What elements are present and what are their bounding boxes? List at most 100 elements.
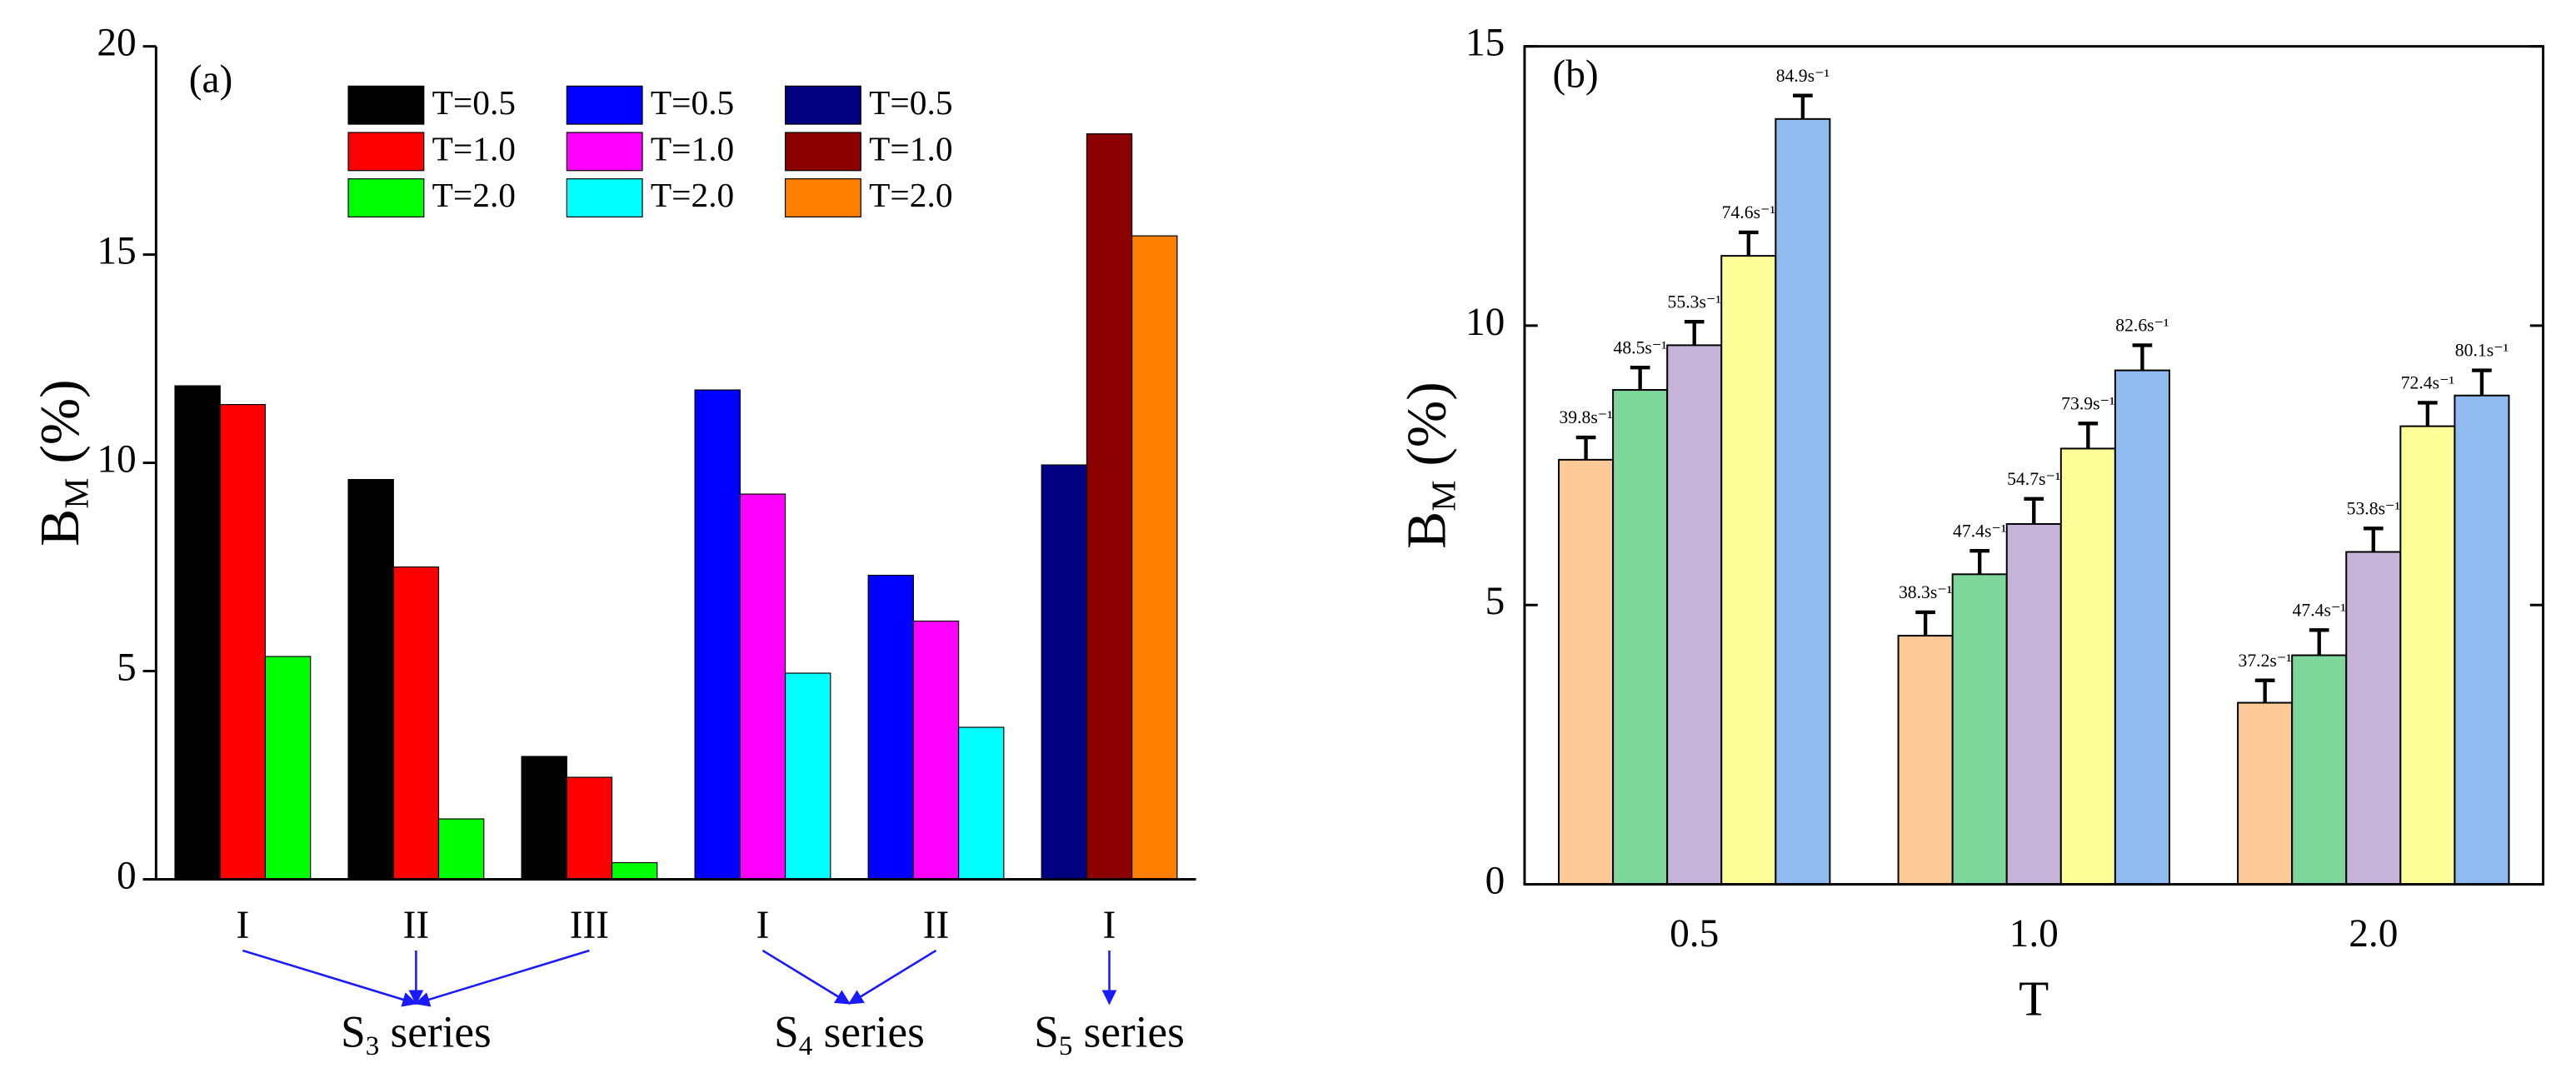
- bar: [1720, 255, 1777, 886]
- legend-swatch: [347, 132, 425, 172]
- y-axis-label-suffix: (%): [29, 379, 92, 463]
- bar: [264, 656, 312, 881]
- bar: [611, 861, 658, 881]
- x-tick-label: 1.0: [2009, 912, 2059, 956]
- bar-annotation: 84.9s⁻¹: [1776, 66, 1830, 86]
- bar: [2454, 394, 2510, 886]
- bar: [1041, 464, 1088, 881]
- error-bar: [2309, 628, 2329, 656]
- bar-annotation: 72.4s⁻¹: [2401, 373, 2454, 393]
- bar-annotation: 38.3s⁻¹: [1899, 582, 1952, 602]
- bar: [347, 478, 394, 881]
- y-tick-label: 5: [1485, 580, 1505, 623]
- error-bar: [2472, 368, 2492, 396]
- x-tick-label: I: [1103, 904, 1116, 947]
- bar: [2399, 425, 2456, 886]
- bar-annotation: 54.7s⁻¹: [2007, 469, 2060, 489]
- group-arrow: [242, 949, 418, 1007]
- bar: [392, 566, 440, 881]
- y-axis-label-base: B: [29, 509, 92, 546]
- legend-swatch: [566, 178, 643, 217]
- x-tick-label: II: [403, 904, 430, 947]
- bar: [1666, 344, 1723, 886]
- x-tick-label: III: [570, 904, 609, 947]
- bar-annotation: 39.8s⁻¹: [1559, 407, 1612, 427]
- error-bar: [2078, 422, 2099, 449]
- group-label: S4 series: [774, 1006, 925, 1061]
- legend-swatch: [566, 85, 643, 125]
- bar-annotation: 74.6s⁻¹: [1722, 202, 1775, 222]
- bar: [1775, 117, 1831, 886]
- group-label: S5 series: [1034, 1006, 1185, 1061]
- group-label-base: S: [774, 1006, 799, 1056]
- error-bar: [1738, 230, 1759, 257]
- bar-annotation: 55.3s⁻¹: [1668, 292, 1721, 312]
- y-tick-label: 0: [117, 854, 137, 897]
- plot-frame: [1523, 45, 2545, 886]
- legend-label: T=2.0: [651, 176, 734, 214]
- y-axis-label-subscript: M: [1425, 480, 1463, 511]
- y-tick-label: 0: [1485, 859, 1505, 902]
- legend-label: T=0.5: [651, 83, 734, 122]
- y-tick-label: 15: [1465, 21, 1505, 64]
- legend-swatch: [347, 85, 425, 125]
- legend-label: T=2.0: [432, 176, 516, 214]
- legend-label: T=0.5: [432, 83, 516, 122]
- bar: [912, 620, 960, 881]
- annotation: (a): [189, 57, 233, 101]
- bar: [1131, 235, 1178, 881]
- error-bar: [1969, 548, 1990, 575]
- error-bar: [2024, 497, 2044, 524]
- legend-label: T=1.0: [432, 129, 516, 167]
- bar: [1086, 133, 1133, 881]
- error-bar: [1915, 610, 1935, 636]
- y-tick-label: 10: [97, 437, 136, 481]
- y-tick-label: 20: [97, 21, 136, 64]
- bar: [1897, 635, 1954, 886]
- bar: [2059, 447, 2116, 886]
- group-label-suffix: series: [824, 1006, 925, 1056]
- group-label-suffix: series: [1084, 1006, 1185, 1056]
- bar: [1951, 573, 2008, 886]
- bar-annotation: 47.4s⁻¹: [2293, 600, 2346, 620]
- y-tick-label: 15: [97, 229, 136, 272]
- bar-annotation: 80.1s⁻¹: [2455, 341, 2509, 361]
- group-label-base: S: [1034, 1006, 1059, 1056]
- axis: [154, 46, 1196, 881]
- group-label-base: S: [341, 1006, 366, 1056]
- legend-label: T=0.5: [869, 83, 952, 122]
- bar-annotation: 53.8s⁻¹: [2347, 498, 2400, 518]
- bar-annotation: 73.9s⁻¹: [2061, 393, 2114, 413]
- group-label-subscript: 4: [799, 1030, 813, 1061]
- legend-swatch: [784, 132, 861, 172]
- bar: [2345, 551, 2402, 886]
- bar: [784, 672, 831, 881]
- bar: [958, 726, 1005, 881]
- y-axis-label-subscript: M: [57, 478, 96, 509]
- error-bar: [2254, 678, 2275, 703]
- bar: [2237, 701, 2294, 886]
- bar: [867, 574, 914, 881]
- y-axis-label: BM (%): [29, 379, 97, 546]
- error-bar: [2132, 343, 2153, 371]
- legend-swatch: [566, 132, 643, 172]
- bar: [521, 756, 567, 881]
- error-bar: [2418, 401, 2438, 427]
- x-axis-label: T: [2019, 971, 2049, 1026]
- bar: [437, 818, 485, 881]
- bar-annotation: 48.5s⁻¹: [1613, 337, 1666, 357]
- error-bar: [1575, 435, 1596, 460]
- y-tick-label: 10: [1465, 301, 1505, 344]
- error-bar: [1684, 320, 1705, 346]
- x-tick-label: II: [923, 904, 950, 947]
- x-tick-label: 2.0: [2349, 912, 2398, 956]
- legend-swatch: [347, 178, 425, 217]
- x-tick-label: 0.5: [1670, 912, 1719, 956]
- group-arrow: [847, 949, 937, 1005]
- legend-swatch: [784, 178, 861, 217]
- group-label-subscript: 5: [1059, 1030, 1072, 1061]
- error-bar: [1630, 366, 1650, 391]
- annotation: (b): [1552, 52, 1598, 96]
- group-label-suffix: series: [391, 1006, 492, 1056]
